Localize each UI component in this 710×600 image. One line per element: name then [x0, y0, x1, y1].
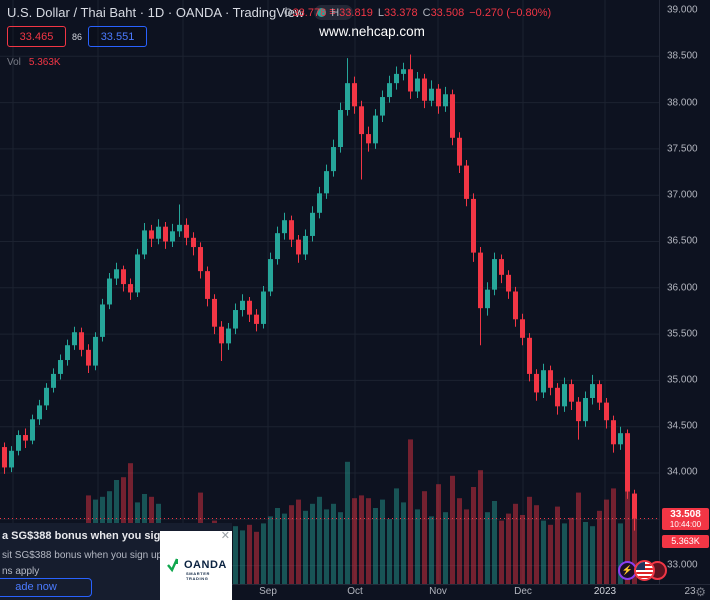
ad-terms: ns apply	[2, 566, 40, 577]
spread-value: 86	[72, 31, 83, 42]
ohlc-readout: O33.778 H33.819 L33.378 C33.508 −0.270 (−0.8…	[284, 7, 552, 19]
time-axis-label: Oct	[347, 586, 363, 597]
oanda-logo-card[interactable]: ✕ OANDA SMARTER TRADING	[160, 531, 232, 600]
last-price: 33.508	[670, 509, 701, 520]
symbol-title[interactable]: U.S. Dollar / Thai Baht · 1D · OANDA · T…	[7, 5, 305, 20]
us-flag-icon[interactable]	[634, 560, 655, 581]
bid-ask-bar: 33.465 86 33.551	[7, 26, 148, 47]
price-axis-label: 38.000	[667, 97, 698, 109]
price-axis-label: 37.500	[667, 143, 698, 155]
price-axis-label: 35.500	[667, 328, 698, 340]
change-value: −0.270 (−0.80%)	[469, 7, 552, 19]
price-axis-label: 39.000	[667, 4, 698, 16]
high-value: 33.819	[339, 7, 373, 19]
gear-icon[interactable]: ⚙	[695, 585, 706, 599]
price-axis-label: 35.000	[667, 374, 698, 386]
price-axis-label: 36.500	[667, 235, 698, 247]
volume-value: 5.363K	[28, 57, 61, 68]
price-axis[interactable]: 39.000 38.500 38.000 37.500 37.000 36.500 36.0…	[659, 0, 710, 600]
price-axis-label: 38.500	[667, 50, 698, 62]
bar-countdown: 10:44:00	[669, 520, 702, 529]
volume-axis-badge: 5.363K	[662, 535, 709, 548]
time-axis-label: Nov	[429, 586, 447, 597]
price-axis-label: 34.500	[667, 420, 698, 432]
oanda-check-icon	[167, 558, 179, 573]
ad-subline: sit SG$388 bonus when you sign up.	[2, 550, 165, 561]
price-axis-label: 36.000	[667, 282, 698, 294]
ad-headline: a SG$388 bonus when you sign up.	[2, 530, 187, 542]
idea-bubbles: ⚡	[618, 560, 667, 581]
low-value: 33.378	[383, 7, 418, 19]
time-axis-label: Sep	[259, 586, 277, 597]
ad-banner: a SG$388 bonus when you sign up. sit SG$…	[0, 523, 232, 600]
symbol-header: U.S. Dollar / Thai Baht · 1D · OANDA · T…	[7, 5, 354, 20]
market-open-dot-icon	[317, 8, 327, 17]
close-value: 33.508	[430, 7, 465, 19]
price-axis-label: 33.000	[667, 559, 698, 571]
buy-ask-button[interactable]: 33.551	[88, 26, 148, 47]
price-axis-label: 37.000	[667, 189, 698, 201]
price-axis-label: 34.000	[667, 466, 698, 478]
last-price-badge: 33.508 10:44:00	[662, 508, 709, 530]
time-axis-label: 23	[684, 586, 696, 597]
volume-readout: Vol 5.363K	[7, 57, 61, 68]
time-axis-label: Dec	[514, 586, 532, 597]
watermark: www.nehcap.com	[319, 24, 425, 39]
open-value: 33.778	[292, 7, 327, 19]
menu-lines-icon: ≡	[329, 6, 336, 18]
sell-bid-button[interactable]: 33.465	[7, 26, 66, 47]
market-status-toggle[interactable]: ≡	[314, 5, 354, 20]
time-axis-label: 2023	[593, 586, 617, 597]
trade-now-button[interactable]: ade now	[0, 578, 92, 597]
close-icon[interactable]: ✕	[220, 530, 230, 542]
oanda-brand-name: OANDA	[184, 559, 227, 571]
oanda-brand-tagline: SMARTER TRADING	[186, 571, 210, 581]
